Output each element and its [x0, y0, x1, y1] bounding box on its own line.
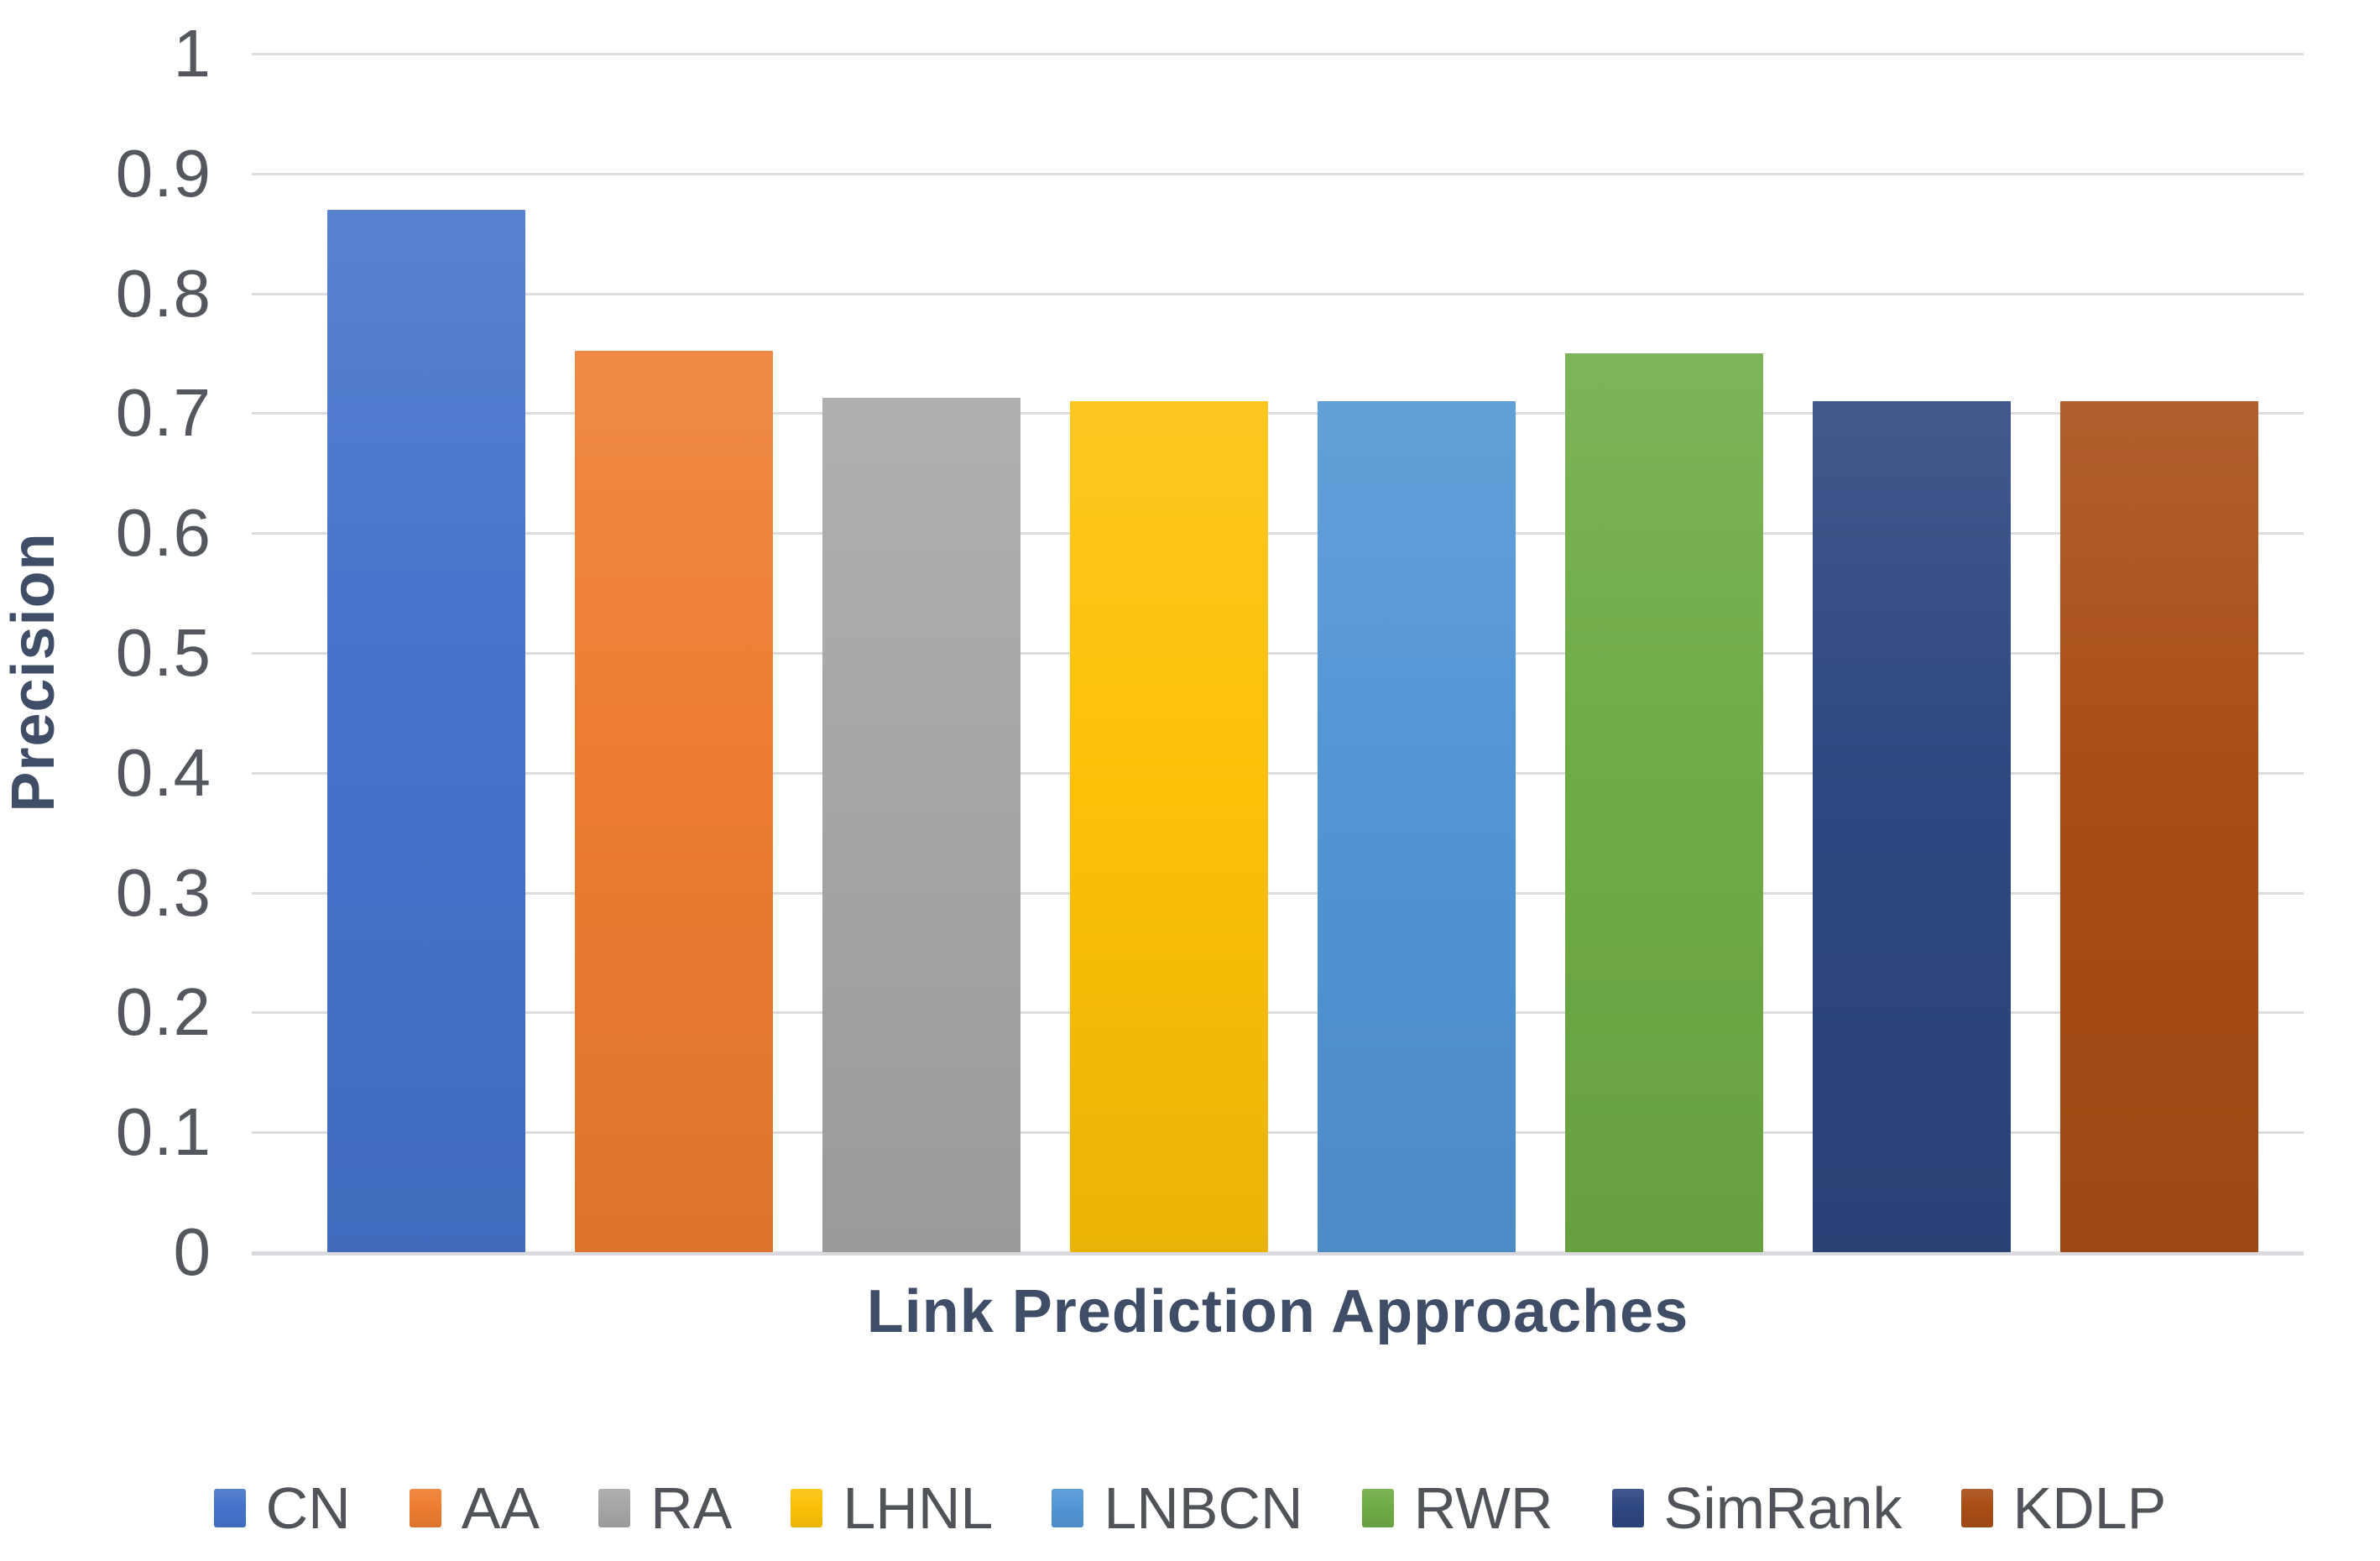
- legend-marker-kdlp: [1960, 1489, 1993, 1527]
- legend-label: LNBCN: [1104, 1475, 1303, 1541]
- legend-item-cn: CN: [213, 1475, 351, 1541]
- legend-label: KDLP: [2012, 1475, 2167, 1541]
- y-tick-label: 0.9: [115, 135, 211, 211]
- legend-marker-cn: [213, 1489, 246, 1527]
- gridline: [252, 172, 2304, 175]
- y-tick-label: 0.1: [115, 1094, 211, 1170]
- legend-item-aa: AA: [409, 1475, 540, 1541]
- legend-marker-rwr: [1361, 1489, 1394, 1527]
- bar-simrank: [1813, 401, 2011, 1252]
- gridline: [252, 891, 2304, 895]
- x-axis-title: Link Prediction Approaches: [866, 1278, 1689, 1345]
- bar-rwr: [1565, 353, 1763, 1252]
- legend-item-simrank: SimRank: [1611, 1475, 1902, 1541]
- bar-cn: [327, 210, 525, 1252]
- y-tick-label: 0.4: [115, 734, 211, 810]
- y-tick-label: 0.3: [115, 854, 211, 930]
- legend-label: RA: [650, 1475, 733, 1541]
- legend-item-lnbcn: LNBCN: [1052, 1475, 1303, 1541]
- legend-marker-aa: [409, 1489, 441, 1527]
- gridline: [252, 292, 2304, 295]
- legend-marker-lhnl: [791, 1489, 823, 1527]
- gridline: [252, 1131, 2304, 1135]
- legend-item-lhnl: LHNL: [791, 1479, 993, 1538]
- gridline: [252, 771, 2304, 775]
- legend-item-rwr: RWR: [1361, 1475, 1553, 1541]
- legend-label: LHNL: [843, 1475, 994, 1541]
- legend: CN AA RA LHNL LNBCN RWR SimRank KDLP: [0, 1462, 2380, 1554]
- y-tick-label: 0.7: [115, 375, 211, 451]
- legend-label: SimRank: [1663, 1475, 1902, 1541]
- y-tick-label: 0: [173, 1214, 211, 1289]
- plot-area: [252, 53, 2304, 1254]
- legend-item-ra: RA: [598, 1479, 732, 1538]
- y-tick-label: 0.6: [115, 495, 211, 571]
- legend-marker-simrank: [1611, 1489, 1644, 1527]
- y-tick-label: 1: [173, 16, 211, 91]
- gridline: [252, 652, 2304, 655]
- bar-ra: [822, 398, 1020, 1252]
- legend-marker-ra: [598, 1489, 631, 1527]
- bar-lnbcn: [1318, 401, 1516, 1252]
- bar-kdlp: [2060, 401, 2258, 1252]
- legend-label: RWR: [1413, 1475, 1553, 1541]
- legend-item-kdlp: KDLP: [1960, 1475, 2167, 1541]
- bar-lhnl: [1070, 401, 1268, 1252]
- gridline: [252, 1011, 2304, 1015]
- legend-label: CN: [265, 1475, 351, 1541]
- y-tick-label: 0.5: [115, 615, 211, 690]
- y-tick-label: 0.2: [115, 974, 211, 1050]
- legend-label: AA: [461, 1475, 540, 1541]
- gridline: [252, 532, 2304, 535]
- legend-marker-lnbcn: [1052, 1489, 1084, 1527]
- bar-aa: [575, 351, 773, 1252]
- gridline: [252, 53, 2304, 55]
- y-tick-label: 0.8: [115, 255, 211, 331]
- x-axis-line: [252, 1252, 2304, 1256]
- gridline: [252, 412, 2304, 415]
